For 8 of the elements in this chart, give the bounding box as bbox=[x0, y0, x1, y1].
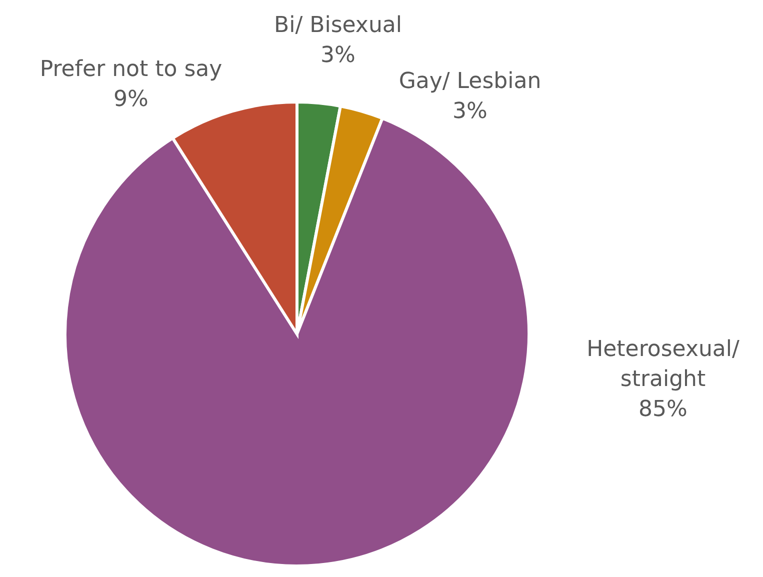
slice-label: Gay/ Lesbian bbox=[398, 69, 542, 94]
data-label: 3% bbox=[452, 99, 488, 124]
data-label: 85% bbox=[638, 397, 688, 422]
data-label: 3% bbox=[320, 43, 356, 68]
slice-label: Bi/ Bisexual bbox=[274, 13, 402, 38]
data-label: 9% bbox=[114, 87, 148, 112]
slice-label: Prefer not to say bbox=[40, 57, 222, 82]
slice-label: Heterosexual/ straight bbox=[586, 337, 740, 392]
